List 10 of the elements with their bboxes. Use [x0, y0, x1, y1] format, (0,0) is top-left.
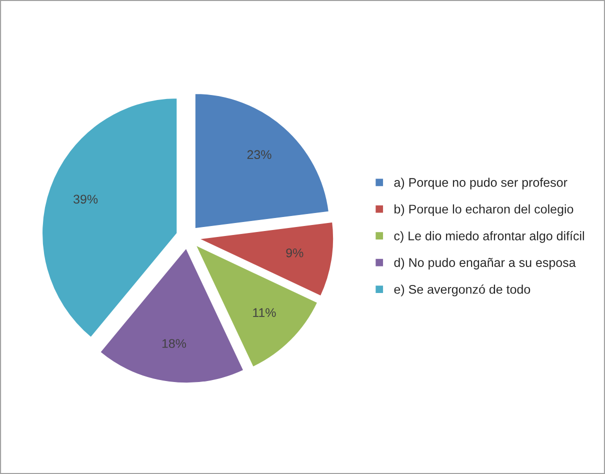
data-label: 23% — [247, 150, 272, 160]
legend-label: e) Se avergonzó de todo — [394, 284, 530, 296]
legend-label: d) No pudo engañar a su esposa — [394, 258, 576, 270]
data-label: 18% — [162, 339, 186, 348]
legend-label: c) Le dio miedo afrontar algo difícil — [394, 231, 584, 243]
data-label: 39% — [74, 194, 98, 204]
data-label: 11% — [253, 308, 276, 317]
legend-label: b) Porque lo echaron del colegio — [394, 204, 574, 216]
data-label: 9% — [286, 248, 304, 258]
legend-label: a) Porque no pudo ser profesor — [394, 178, 568, 190]
